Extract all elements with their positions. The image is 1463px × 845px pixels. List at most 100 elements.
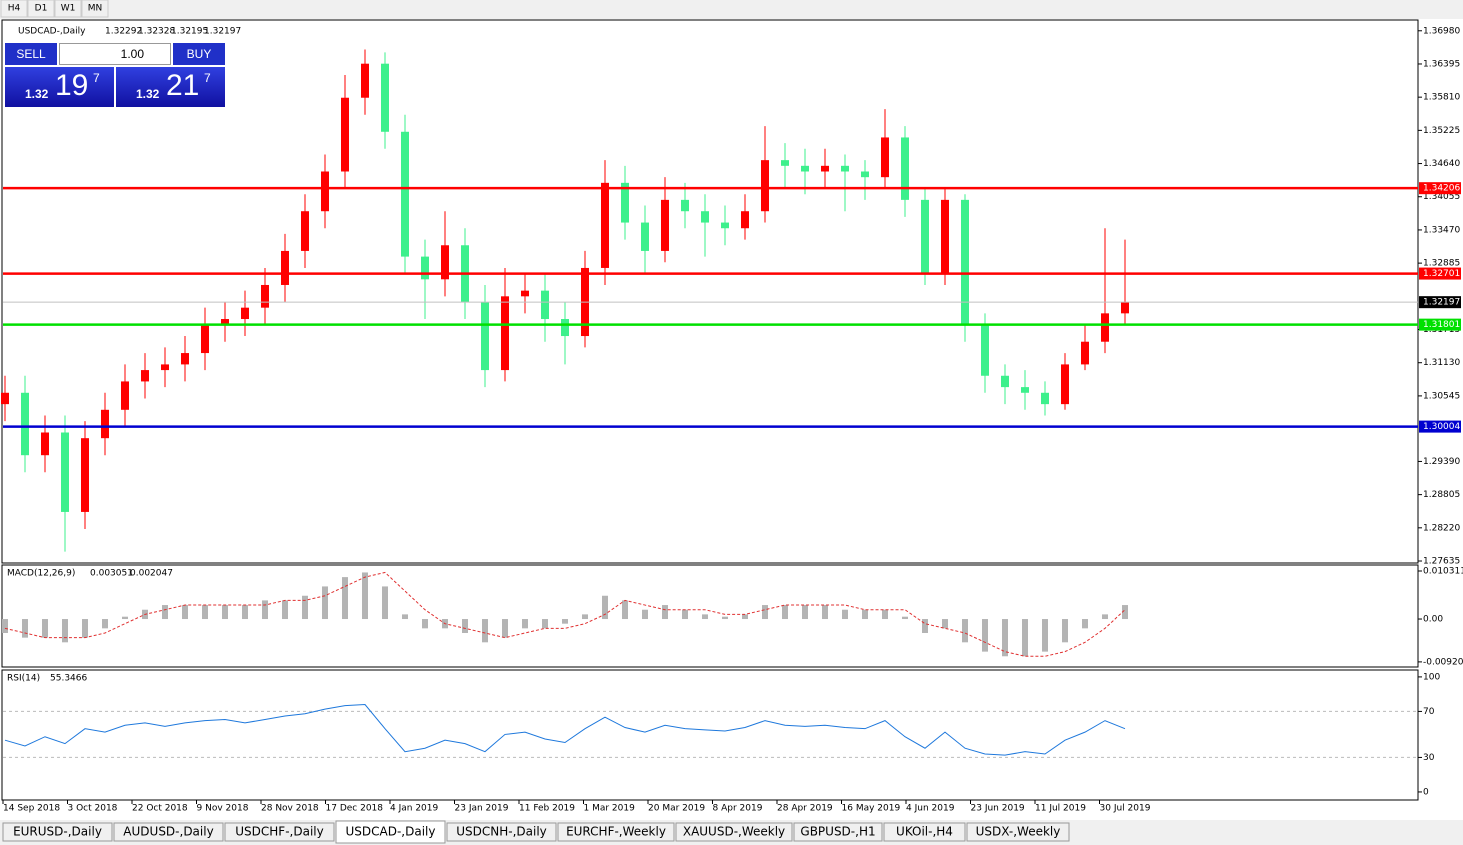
x-tick-label: 8 Apr 2019 — [713, 804, 763, 814]
candle-body — [521, 290, 529, 297]
tab[interactable] — [224, 822, 335, 842]
lot-input[interactable]: 1.00 — [59, 43, 171, 65]
x-tick-label: 1 Mar 2019 — [584, 804, 636, 814]
level-tag — [1419, 318, 1461, 331]
x-tick-label: 4 Jun 2019 — [906, 804, 955, 814]
price-big: 1.32 — [25, 87, 49, 101]
tab[interactable] — [113, 822, 224, 842]
macd-bar — [62, 619, 68, 643]
candle-body — [561, 319, 569, 337]
macd-bar — [422, 619, 428, 629]
candle-body — [821, 165, 829, 172]
main-panel — [1, 19, 1419, 564]
period-button[interactable] — [54, 0, 82, 18]
x-tick-label: 23 Jun 2019 — [971, 804, 1025, 814]
candle-body — [141, 370, 149, 382]
macd-bar — [602, 595, 608, 620]
period-button[interactable] — [27, 0, 55, 18]
x-tick-label: 22 Oct 2018 — [132, 804, 188, 814]
y-tick-label: 0 — [1423, 787, 1429, 797]
y-tick-label: 1.27635 — [1423, 557, 1460, 567]
signal-line — [4, 571, 1126, 657]
rsi-line — [4, 703, 1126, 756]
indicator-title: RSI(14) — [7, 674, 40, 684]
macd-bar — [482, 619, 488, 643]
x-tick-label: 9 Nov 2018 — [197, 804, 249, 814]
candle-body — [301, 211, 309, 251]
y-tick-label: 1.35810 — [1423, 93, 1460, 103]
macd-bar — [202, 605, 208, 620]
tab[interactable] — [2, 822, 113, 842]
macd-bar — [1022, 619, 1028, 657]
period-button[interactable] — [81, 0, 109, 18]
macd-bar — [362, 572, 368, 620]
period-label: H4 — [8, 4, 21, 14]
tab[interactable] — [883, 822, 966, 842]
macd-bar — [402, 614, 408, 620]
macd-bar — [682, 609, 688, 620]
candle-body — [981, 324, 989, 376]
buy-price[interactable]: 1.32 21 7 — [116, 67, 225, 107]
candle-body — [701, 211, 709, 223]
candle-body — [101, 409, 109, 439]
tab[interactable] — [335, 820, 446, 844]
tab[interactable] — [446, 822, 557, 842]
x-tick-label: 20 Mar 2019 — [648, 804, 705, 814]
macd-bar — [902, 616, 908, 620]
period-label: D1 — [35, 4, 48, 14]
macd-bar — [542, 619, 548, 629]
macd-panel — [1, 564, 1419, 668]
price-big: 1.32 — [136, 87, 160, 101]
period-button[interactable] — [0, 0, 28, 18]
y-tick-label: 1.28220 — [1423, 523, 1460, 533]
macd-bar — [502, 619, 508, 638]
macd-bar — [222, 605, 228, 620]
macd-bar — [822, 605, 828, 620]
price-main: 21 — [166, 69, 200, 102]
candle-body — [901, 137, 909, 200]
tab-label: USDCNH-,Daily — [456, 825, 547, 839]
macd-bar — [302, 595, 308, 620]
tab-label: USDX-,Weekly — [976, 825, 1061, 839]
macd-bar — [522, 619, 528, 629]
tab[interactable] — [557, 822, 675, 842]
tab[interactable] — [675, 822, 793, 842]
candle-body — [1081, 341, 1089, 365]
candle-body — [541, 290, 549, 320]
indicator-title: MACD(12,26,9) — [7, 569, 75, 579]
level-label: 1.30004 — [1423, 422, 1460, 432]
candle-body — [21, 392, 29, 456]
buy-button[interactable]: BUY — [173, 43, 225, 65]
macd-bar — [922, 619, 928, 633]
candle-body — [61, 432, 69, 512]
candle-body — [721, 222, 729, 229]
period-label: W1 — [61, 4, 76, 14]
candle-body — [681, 199, 689, 212]
macd-bar — [262, 600, 268, 620]
sell-button[interactable]: SELL — [5, 43, 57, 65]
macd-bar — [462, 619, 468, 633]
tab-label: EURUSD-,Daily — [13, 825, 102, 839]
y-tick-label: 1.36980 — [1423, 26, 1460, 36]
x-tick-label: 23 Jan 2019 — [455, 804, 509, 814]
x-tick-label: 14 Sep 2018 — [3, 804, 60, 814]
x-tick-label: 3 Oct 2018 — [68, 804, 118, 814]
tab-label: UKOil-,H4 — [896, 825, 953, 839]
ohlc-readout: 1.32197 — [204, 27, 241, 37]
x-tick-label: 4 Jan 2019 — [390, 804, 438, 814]
tab-label: USDCAD-,Daily — [346, 825, 436, 839]
macd-bar — [882, 609, 888, 620]
toolbar — [0, 0, 1463, 19]
sell-price[interactable]: 1.32 19 7 — [5, 67, 114, 107]
level-tag — [1419, 267, 1461, 280]
candle-body — [501, 296, 509, 371]
candle-body — [861, 171, 869, 178]
tab[interactable] — [966, 822, 1070, 842]
macd-bar — [342, 577, 348, 620]
tab[interactable] — [793, 822, 883, 842]
tab-label: XAUUSD-,Weekly — [683, 825, 785, 839]
tab-label: USDCHF-,Daily — [235, 825, 323, 839]
macd-bar — [622, 600, 628, 620]
candle-body — [421, 256, 429, 280]
